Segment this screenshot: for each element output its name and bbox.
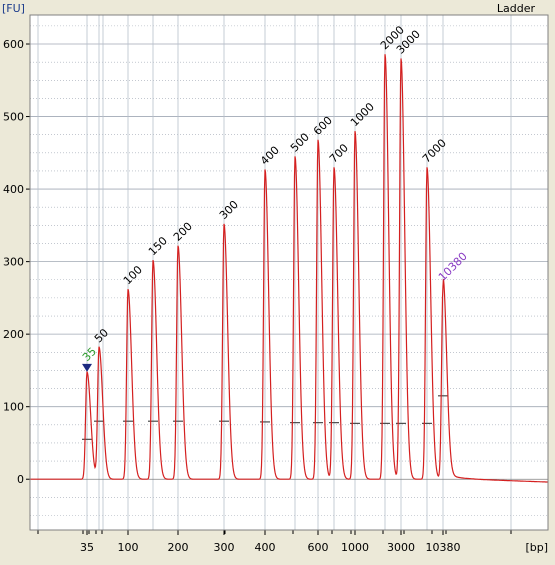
y-tick-label: 400 [3,183,24,196]
x-tick-label: 1000 [341,541,369,554]
y-axis-ticks: 0 100 200 300 400 500 600 [3,38,30,486]
chart-title: Ladder [497,2,536,15]
y-tick-label: 500 [3,111,24,124]
x-tick-label: 3000 [387,541,415,554]
y-axis-label: [FU] [2,2,25,15]
x-tick-label: 400 [255,541,276,554]
lower-marker-triangle-icon [82,363,92,372]
y-tick-label: 0 [17,473,24,486]
electropherogram-trace [30,54,549,483]
y-tick-label: 300 [3,256,24,269]
plot-area [30,15,548,530]
x-axis-ticks: 35 100 200 300 400 600 1000 3000 10380 [37,530,512,554]
region-markers [82,395,448,440]
y-tick-label: 200 [3,328,24,341]
x-tick-label: 200 [168,541,189,554]
x-tick-label: 600 [308,541,329,554]
plot-border [29,14,549,531]
x-axis-label: [bp] [525,541,548,554]
x-tick-label: 100 [118,541,139,554]
x-tick-label: 35 [80,541,94,554]
y-tick-label: 100 [3,401,24,414]
x-tick-label: 300 [214,541,235,554]
x-tick-label: 10380 [426,541,461,554]
y-tick-label: 600 [3,38,24,51]
grid-lines [30,15,548,530]
